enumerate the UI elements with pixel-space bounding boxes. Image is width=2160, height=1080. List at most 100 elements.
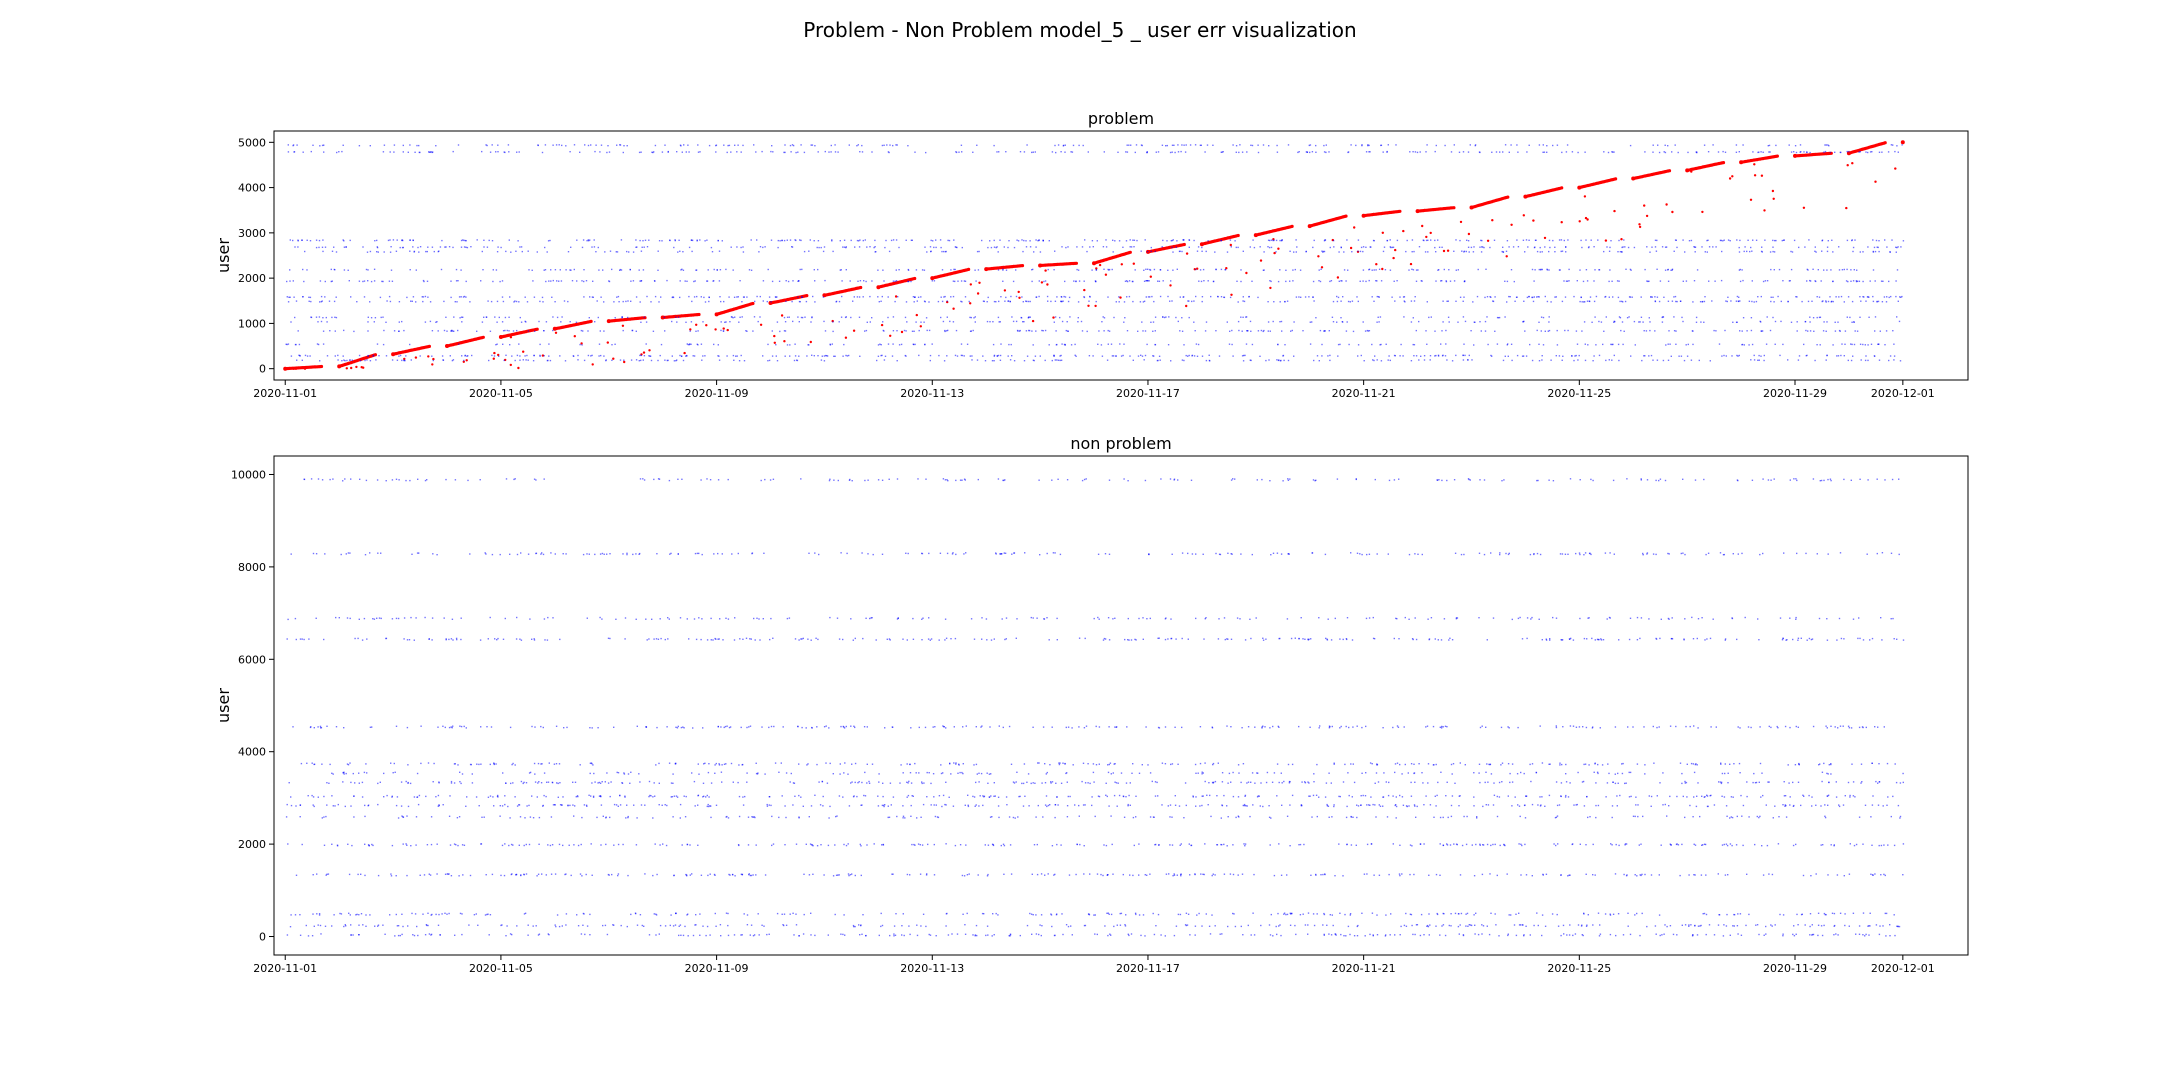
data-point (1182, 242, 1186, 247)
data-point (1824, 150, 1827, 153)
data-point (1609, 269, 1611, 271)
data-point (825, 354, 827, 357)
data-point (428, 873, 430, 875)
data-point (412, 296, 415, 298)
data-point (1477, 268, 1479, 271)
data-point (321, 144, 324, 147)
data-point (996, 355, 999, 357)
data-point (719, 269, 722, 271)
data-point (1834, 330, 1837, 332)
trend-cluster (339, 353, 377, 370)
data-point (1123, 301, 1126, 303)
data-point (1302, 913, 1304, 915)
data-point (856, 296, 859, 298)
data-point (608, 280, 611, 283)
data-point (519, 246, 521, 248)
data-point (954, 280, 956, 283)
data-point (365, 925, 367, 927)
data-point (1056, 913, 1058, 915)
data-point (639, 301, 641, 303)
data-point (1568, 874, 1570, 876)
data-point (1877, 246, 1879, 249)
data-point (956, 355, 959, 357)
data-point (1727, 239, 1730, 241)
data-point (812, 873, 814, 875)
data-point (401, 246, 404, 249)
data-point (399, 246, 401, 249)
trend-cluster (932, 267, 981, 310)
data-point (1834, 321, 1836, 323)
data-point (1751, 250, 1753, 252)
data-point (1628, 316, 1630, 318)
data-point (377, 874, 380, 877)
data-point (1187, 913, 1190, 915)
data-point (425, 924, 428, 926)
data-point (345, 246, 347, 248)
data-point (1311, 321, 1313, 323)
data-point (1850, 280, 1852, 282)
data-point (1308, 144, 1310, 147)
data-point (677, 251, 679, 253)
data-point (858, 296, 861, 298)
data-point (579, 873, 582, 875)
data-point (1364, 935, 1366, 937)
data-point (554, 301, 556, 303)
data-point (1285, 269, 1287, 271)
data-point (1793, 239, 1796, 242)
data-point (1291, 329, 1293, 332)
data-point (826, 355, 829, 357)
data-point (1692, 343, 1694, 346)
data-point (978, 281, 981, 284)
data-point (1544, 246, 1546, 248)
data-point (1622, 934, 1625, 936)
data-point (395, 875, 397, 877)
data-point (1238, 151, 1240, 154)
data-point (1434, 150, 1436, 153)
data-point (481, 335, 485, 339)
data-point (286, 280, 288, 283)
data-point (1663, 296, 1665, 298)
data-point (1251, 144, 1254, 147)
trend-cluster (1255, 224, 1294, 290)
data-point (1690, 239, 1693, 242)
data-point (887, 343, 890, 345)
data-point (1324, 239, 1326, 241)
data-point (396, 925, 399, 927)
data-point (1409, 913, 1412, 915)
data-point (1872, 269, 1875, 271)
data-point (1196, 355, 1199, 357)
data-point (710, 246, 713, 249)
data-point (552, 329, 554, 332)
data-point (713, 343, 715, 346)
data-point (1532, 219, 1535, 222)
data-point (794, 239, 796, 241)
data-point (477, 924, 479, 926)
data-point (1804, 246, 1806, 248)
data-point (534, 330, 536, 332)
data-point (1290, 913, 1292, 915)
data-point (1318, 360, 1320, 362)
data-point (606, 151, 608, 154)
data-point (1756, 924, 1759, 926)
data-point (1701, 246, 1703, 248)
data-point (766, 300, 768, 303)
data-point (1879, 925, 1881, 927)
data-point (390, 875, 393, 877)
data-point (1737, 913, 1739, 915)
data-point (827, 934, 829, 936)
data-point (940, 296, 942, 298)
data-point (1032, 268, 1034, 271)
data-point (1777, 295, 1779, 298)
data-point (1533, 280, 1535, 282)
data-point (1513, 924, 1516, 926)
data-point (524, 320, 526, 323)
data-point (865, 280, 867, 283)
data-point (1318, 280, 1320, 282)
data-point (1294, 268, 1296, 271)
data-point (795, 924, 798, 926)
data-point (1556, 329, 1558, 332)
data-point (501, 296, 504, 298)
data-point (1080, 320, 1083, 323)
data-point (592, 280, 594, 282)
data-point (548, 343, 550, 345)
